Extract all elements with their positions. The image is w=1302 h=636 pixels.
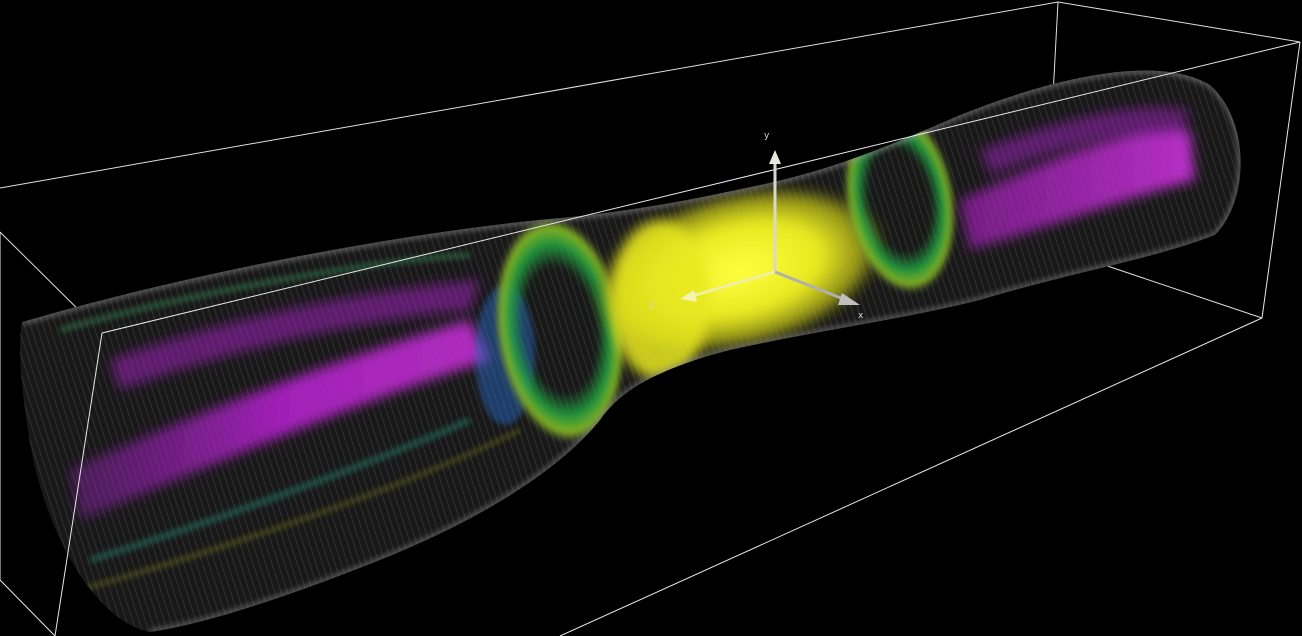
orientation-axes[interactable]: y z x [650, 131, 864, 321]
z-axis-arrow: z [650, 270, 776, 311]
y-axis-arrow: y [764, 131, 781, 272]
y-axis-label: y [764, 131, 770, 141]
x-axis-arrow: x [774, 270, 864, 321]
bounding-box-front [0, 41, 1301, 636]
x-axis-label: x [858, 311, 864, 321]
z-axis-label: z [650, 301, 655, 311]
